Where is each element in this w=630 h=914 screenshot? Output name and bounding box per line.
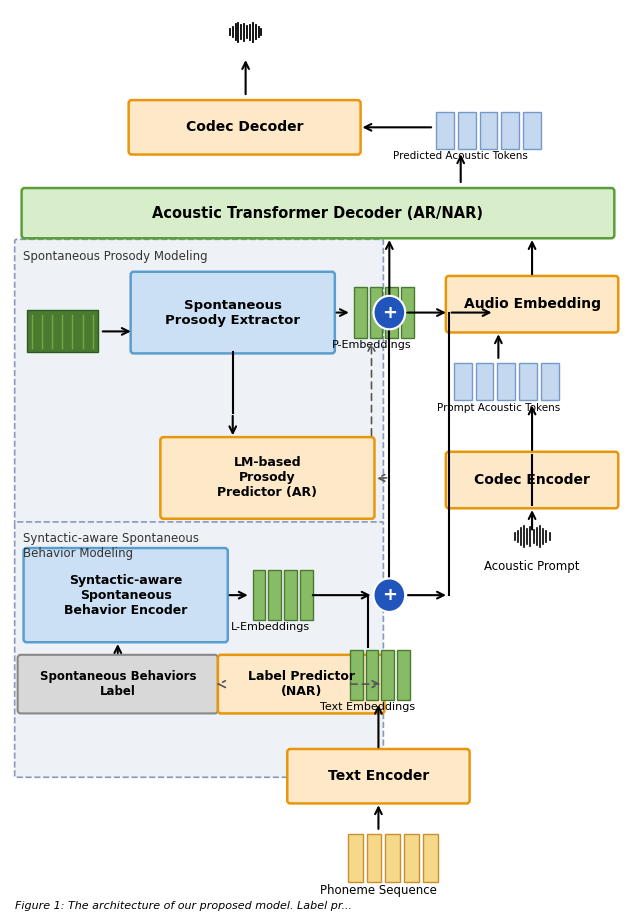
- FancyBboxPatch shape: [18, 654, 218, 714]
- FancyBboxPatch shape: [446, 276, 618, 333]
- Text: Prompt Acoustic Tokens: Prompt Acoustic Tokens: [437, 402, 560, 412]
- Text: Syntactic-aware Spontaneous
Behavior Modeling: Syntactic-aware Spontaneous Behavior Mod…: [23, 532, 198, 560]
- Bar: [436, 112, 454, 149]
- Text: Phoneme Sequence: Phoneme Sequence: [320, 884, 437, 897]
- Bar: [353, 288, 367, 337]
- Bar: [497, 363, 515, 400]
- Bar: [479, 112, 497, 149]
- Text: Text Encoder: Text Encoder: [328, 770, 429, 783]
- Text: LM-based
Prosody
Predictor (AR): LM-based Prosody Predictor (AR): [217, 456, 318, 499]
- FancyBboxPatch shape: [161, 437, 374, 519]
- Bar: [350, 650, 363, 700]
- Bar: [367, 834, 381, 882]
- Bar: [348, 834, 363, 882]
- Bar: [458, 112, 476, 149]
- FancyBboxPatch shape: [130, 271, 335, 354]
- FancyBboxPatch shape: [21, 188, 614, 239]
- FancyBboxPatch shape: [14, 522, 384, 777]
- Text: Predicted Acoustic Tokens: Predicted Acoustic Tokens: [393, 152, 528, 162]
- Text: +: +: [382, 303, 397, 322]
- FancyBboxPatch shape: [218, 654, 384, 714]
- Text: Codec Encoder: Codec Encoder: [474, 473, 590, 487]
- Circle shape: [374, 296, 405, 329]
- Text: P-Embeddings: P-Embeddings: [331, 340, 411, 350]
- Bar: [253, 570, 265, 621]
- FancyBboxPatch shape: [129, 101, 360, 154]
- Bar: [381, 650, 394, 700]
- Text: Acoustic Transformer Decoder (AR/NAR): Acoustic Transformer Decoder (AR/NAR): [152, 206, 483, 220]
- Text: Figure 1: The architecture of our proposed model. Label pr...: Figure 1: The architecture of our propos…: [14, 901, 352, 910]
- Bar: [284, 570, 297, 621]
- Bar: [268, 570, 282, 621]
- Bar: [476, 363, 493, 400]
- Text: Spontaneous Behaviors
Label: Spontaneous Behaviors Label: [40, 670, 196, 698]
- Text: Syntactic-aware
Spontaneous
Behavior Encoder: Syntactic-aware Spontaneous Behavior Enc…: [64, 574, 187, 617]
- Text: Codec Decoder: Codec Decoder: [186, 121, 304, 134]
- Text: Spontaneous
Prosody Extractor: Spontaneous Prosody Extractor: [165, 299, 301, 326]
- Text: +: +: [382, 586, 397, 604]
- Text: L-Embeddings: L-Embeddings: [231, 622, 310, 632]
- Bar: [386, 834, 400, 882]
- Bar: [370, 288, 382, 337]
- Bar: [519, 363, 537, 400]
- Text: Spontaneous Prosody Modeling: Spontaneous Prosody Modeling: [23, 250, 207, 263]
- Text: Text Embeddings: Text Embeddings: [320, 702, 415, 712]
- FancyBboxPatch shape: [446, 452, 618, 508]
- FancyBboxPatch shape: [287, 749, 469, 803]
- Bar: [423, 834, 438, 882]
- Bar: [404, 834, 419, 882]
- Bar: [501, 112, 519, 149]
- Bar: [300, 570, 313, 621]
- FancyBboxPatch shape: [14, 239, 384, 524]
- Bar: [365, 650, 379, 700]
- Bar: [523, 112, 541, 149]
- Bar: [541, 363, 559, 400]
- Bar: [398, 650, 410, 700]
- Text: Label Predictor
(NAR): Label Predictor (NAR): [248, 670, 355, 698]
- Text: Audio Embedding: Audio Embedding: [464, 297, 600, 311]
- Bar: [386, 288, 398, 337]
- Bar: [26, 311, 98, 352]
- Bar: [401, 288, 414, 337]
- Bar: [454, 363, 472, 400]
- Circle shape: [374, 579, 405, 611]
- Text: Acoustic Prompt: Acoustic Prompt: [484, 559, 580, 572]
- FancyBboxPatch shape: [23, 548, 228, 643]
